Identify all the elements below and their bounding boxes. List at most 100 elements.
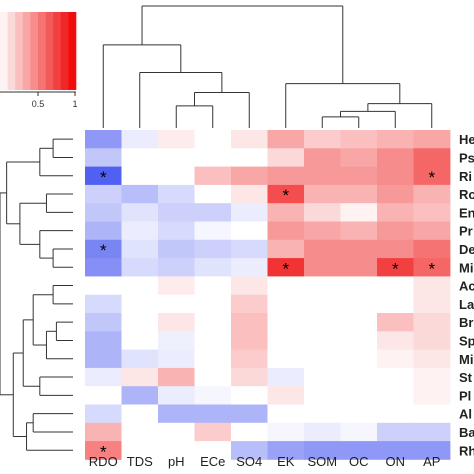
heatmap-cell — [267, 386, 305, 405]
heatmap-cell — [304, 294, 341, 314]
heatmap-cell — [121, 203, 159, 222]
heatmap-cell — [85, 422, 122, 442]
heatmap-cell — [304, 441, 341, 460]
heatmap-cell — [194, 349, 232, 369]
significance-star: * — [282, 259, 289, 278]
heatmap-cell — [121, 386, 159, 405]
heatmap-cell — [121, 221, 159, 241]
heatmap-cell — [194, 258, 232, 277]
heatmap-cell — [194, 367, 232, 387]
legend-swatch — [38, 12, 46, 90]
heatmap-cell — [340, 294, 378, 314]
heatmap-cell — [231, 313, 268, 332]
heatmap-cell — [413, 130, 451, 149]
row-label: Ps — [459, 150, 474, 165]
legend-swatch — [53, 12, 62, 90]
heatmap-cell — [340, 404, 378, 424]
column-label: TDS — [127, 454, 153, 469]
heatmap-cell — [413, 184, 451, 204]
heatmap-cell — [85, 313, 122, 332]
heatmap-cell — [121, 441, 159, 460]
heatmap-cell — [340, 221, 378, 241]
significance-markers: * * * * * * * * — [100, 168, 436, 462]
heatmap-cell — [85, 166, 122, 186]
heatmap-cell — [304, 331, 341, 350]
heatmap-cell — [377, 313, 414, 332]
heatmap-cell — [231, 441, 268, 460]
heatmap-cell — [340, 386, 378, 405]
heatmap-cell — [304, 184, 341, 204]
heatmap-cell — [413, 203, 451, 222]
heatmap-cell — [267, 294, 305, 314]
heatmap-cell — [85, 404, 122, 424]
heatmap-cell — [413, 386, 451, 405]
legend-swatch — [0, 12, 8, 90]
row-label: Mi — [459, 260, 473, 275]
heatmap-cell — [413, 349, 451, 369]
column-label: SO4 — [236, 454, 262, 469]
row-dendrogram — [0, 138, 73, 451]
heatmap-cell — [194, 221, 232, 241]
heatmap-cell — [413, 166, 451, 186]
heatmap-cell — [121, 422, 159, 442]
heatmap-cell — [121, 294, 159, 314]
heatmap-cell — [377, 184, 414, 204]
heatmap-cell — [158, 331, 195, 350]
heatmap-cell — [340, 148, 378, 167]
heatmap-cell — [377, 148, 414, 167]
heatmap-cell — [121, 148, 159, 167]
significance-star: * — [428, 168, 435, 187]
heatmap-cell — [194, 386, 232, 405]
row-label: Mi — [459, 352, 473, 367]
heatmap-cell — [158, 349, 195, 369]
heatmap-cell — [85, 349, 122, 369]
heatmap-cell — [231, 349, 268, 369]
heatmap-cell — [121, 184, 159, 204]
significance-star: * — [100, 241, 107, 260]
heatmap-cell — [85, 331, 122, 350]
heatmap-cell — [267, 148, 305, 167]
column-label: RDO — [89, 454, 118, 469]
heatmap-cell — [194, 148, 232, 167]
heatmap-cell — [85, 221, 122, 241]
heatmap-cell — [85, 239, 122, 259]
heatmap-cell — [340, 422, 378, 442]
heatmap-cell — [304, 148, 341, 167]
heatmap-cell — [377, 422, 414, 442]
heatmap-cell — [377, 441, 414, 460]
heatmap-cell — [231, 331, 268, 350]
heatmap-cell — [158, 313, 195, 332]
heatmap-cell — [413, 258, 451, 277]
heatmap-cell — [267, 166, 305, 186]
heatmap-cell — [413, 148, 451, 167]
heatmap-cell — [267, 184, 305, 204]
heatmap-cell — [194, 441, 232, 460]
heatmap-cell — [340, 166, 378, 186]
row-label: St — [459, 370, 473, 385]
heatmap-cell — [413, 239, 451, 259]
heatmap-cell — [413, 441, 451, 460]
heatmap-cell — [231, 166, 268, 186]
heatmap-cell — [231, 404, 268, 424]
heatmap-cell — [158, 184, 195, 204]
heatmap-cell — [158, 258, 195, 277]
row-label: Sp — [459, 333, 474, 348]
column-label: ECe — [200, 454, 225, 469]
heatmap-cell — [304, 367, 341, 387]
heatmap-cell — [304, 422, 341, 442]
heatmap-cell — [231, 422, 268, 442]
legend-swatch — [15, 12, 24, 90]
legend-swatch — [22, 12, 31, 90]
heatmap-cell — [413, 331, 451, 350]
heatmap-cell — [377, 130, 414, 149]
heatmap-cell — [231, 386, 268, 405]
significance-star: * — [392, 259, 399, 278]
heatmap-cell — [304, 276, 341, 296]
significance-star: * — [100, 442, 107, 461]
heatmap-cell — [304, 221, 341, 241]
heatmap-cell — [340, 239, 378, 259]
heatmap-cell — [231, 258, 268, 277]
column-label: AP — [423, 454, 440, 469]
heatmap-cell — [413, 276, 451, 296]
heatmap-cell — [194, 203, 232, 222]
